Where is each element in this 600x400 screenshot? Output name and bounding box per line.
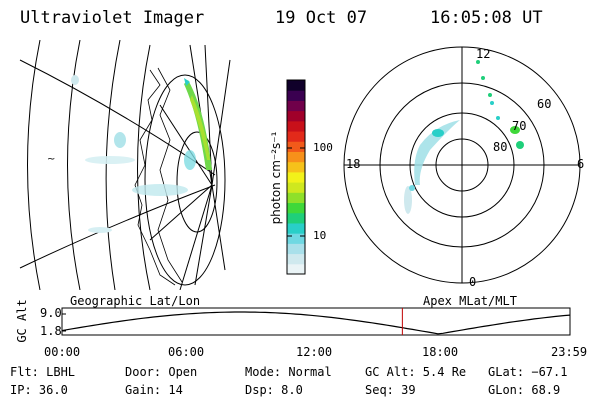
filter-info: Flt: LBHL: [10, 365, 76, 379]
colorbar-stripe: [287, 182, 305, 193]
svg-text:~: ~: [47, 154, 55, 165]
mlt-label-12: 12: [476, 47, 491, 61]
alt-tick-9: 9.0: [40, 306, 62, 320]
mlt-label-6: 6: [577, 157, 585, 171]
colorbar-stripe: [287, 222, 305, 234]
colorbar-stripe: [287, 192, 305, 204]
dsp-info: Dsp: 8.0: [245, 383, 303, 397]
door-info: Door: Open: [125, 365, 198, 379]
colorbar-stripe: [287, 120, 305, 132]
alt-axis-label: GC Alt: [15, 299, 29, 343]
colorbar-stripe: [287, 263, 305, 275]
colorbar-stripe: [287, 100, 305, 112]
date-label: 19 Oct 07: [275, 8, 368, 28]
gc-alt-info: GC Alt: 5.4 Re: [365, 365, 467, 379]
seq-info: Seq: 39: [365, 383, 416, 397]
lat-label-80: 80: [493, 140, 508, 154]
colorbar-stripe: [287, 131, 305, 142]
glon-info: GLon: 68.9: [488, 383, 561, 397]
colorbar-stripe: [287, 90, 305, 101]
x-tick-0600: 06:00: [168, 345, 205, 359]
colorbar-stripe: [287, 202, 305, 214]
x-tick-1200: 12:00: [296, 345, 333, 359]
colorbar-stripe: [287, 161, 305, 173]
time-label: 16:05:08 UT: [430, 8, 543, 28]
colorbar-stripe: [287, 212, 305, 224]
colorbar-stripe: [287, 110, 305, 122]
colorbar-stripe: [287, 171, 305, 183]
x-tick-0000: 00:00: [44, 345, 81, 359]
ip-info: IP: 36.0: [10, 383, 68, 397]
lat-label-70: 70: [512, 119, 527, 133]
colorbar-stripe: [287, 243, 305, 255]
x-tick-2359: 23:59: [551, 345, 588, 359]
colorbar-tick-100: 100: [313, 141, 333, 154]
mlt-label-18: 18: [346, 157, 361, 171]
mode-info: Mode: Normal: [245, 365, 332, 379]
instrument-title: Ultraviolet Imager: [20, 8, 205, 28]
glat-info: GLat: −67.1: [488, 365, 568, 379]
geographic-label: Geographic Lat/Lon: [70, 294, 201, 308]
colorbar-tick-10: 10: [313, 229, 327, 242]
colorbar-stripes: [287, 80, 305, 275]
apex-label: Apex MLat/MLT: [423, 294, 517, 308]
lat-label-60: 60: [537, 97, 552, 111]
mlt-label-0: 0: [469, 275, 477, 289]
colorbar-stripe: [287, 233, 305, 244]
colorbar-stripe: [287, 141, 305, 152]
alt-tick-1-8: 1.8: [40, 324, 62, 338]
x-tick-1800: 18:00: [422, 345, 459, 359]
colorbar-stripe: [287, 253, 305, 265]
colorbar-stripe: [287, 151, 305, 163]
colorbar-stripe: [287, 80, 305, 91]
altitude-curve: [61, 311, 571, 335]
gain-info: Gain: 14: [125, 383, 183, 397]
